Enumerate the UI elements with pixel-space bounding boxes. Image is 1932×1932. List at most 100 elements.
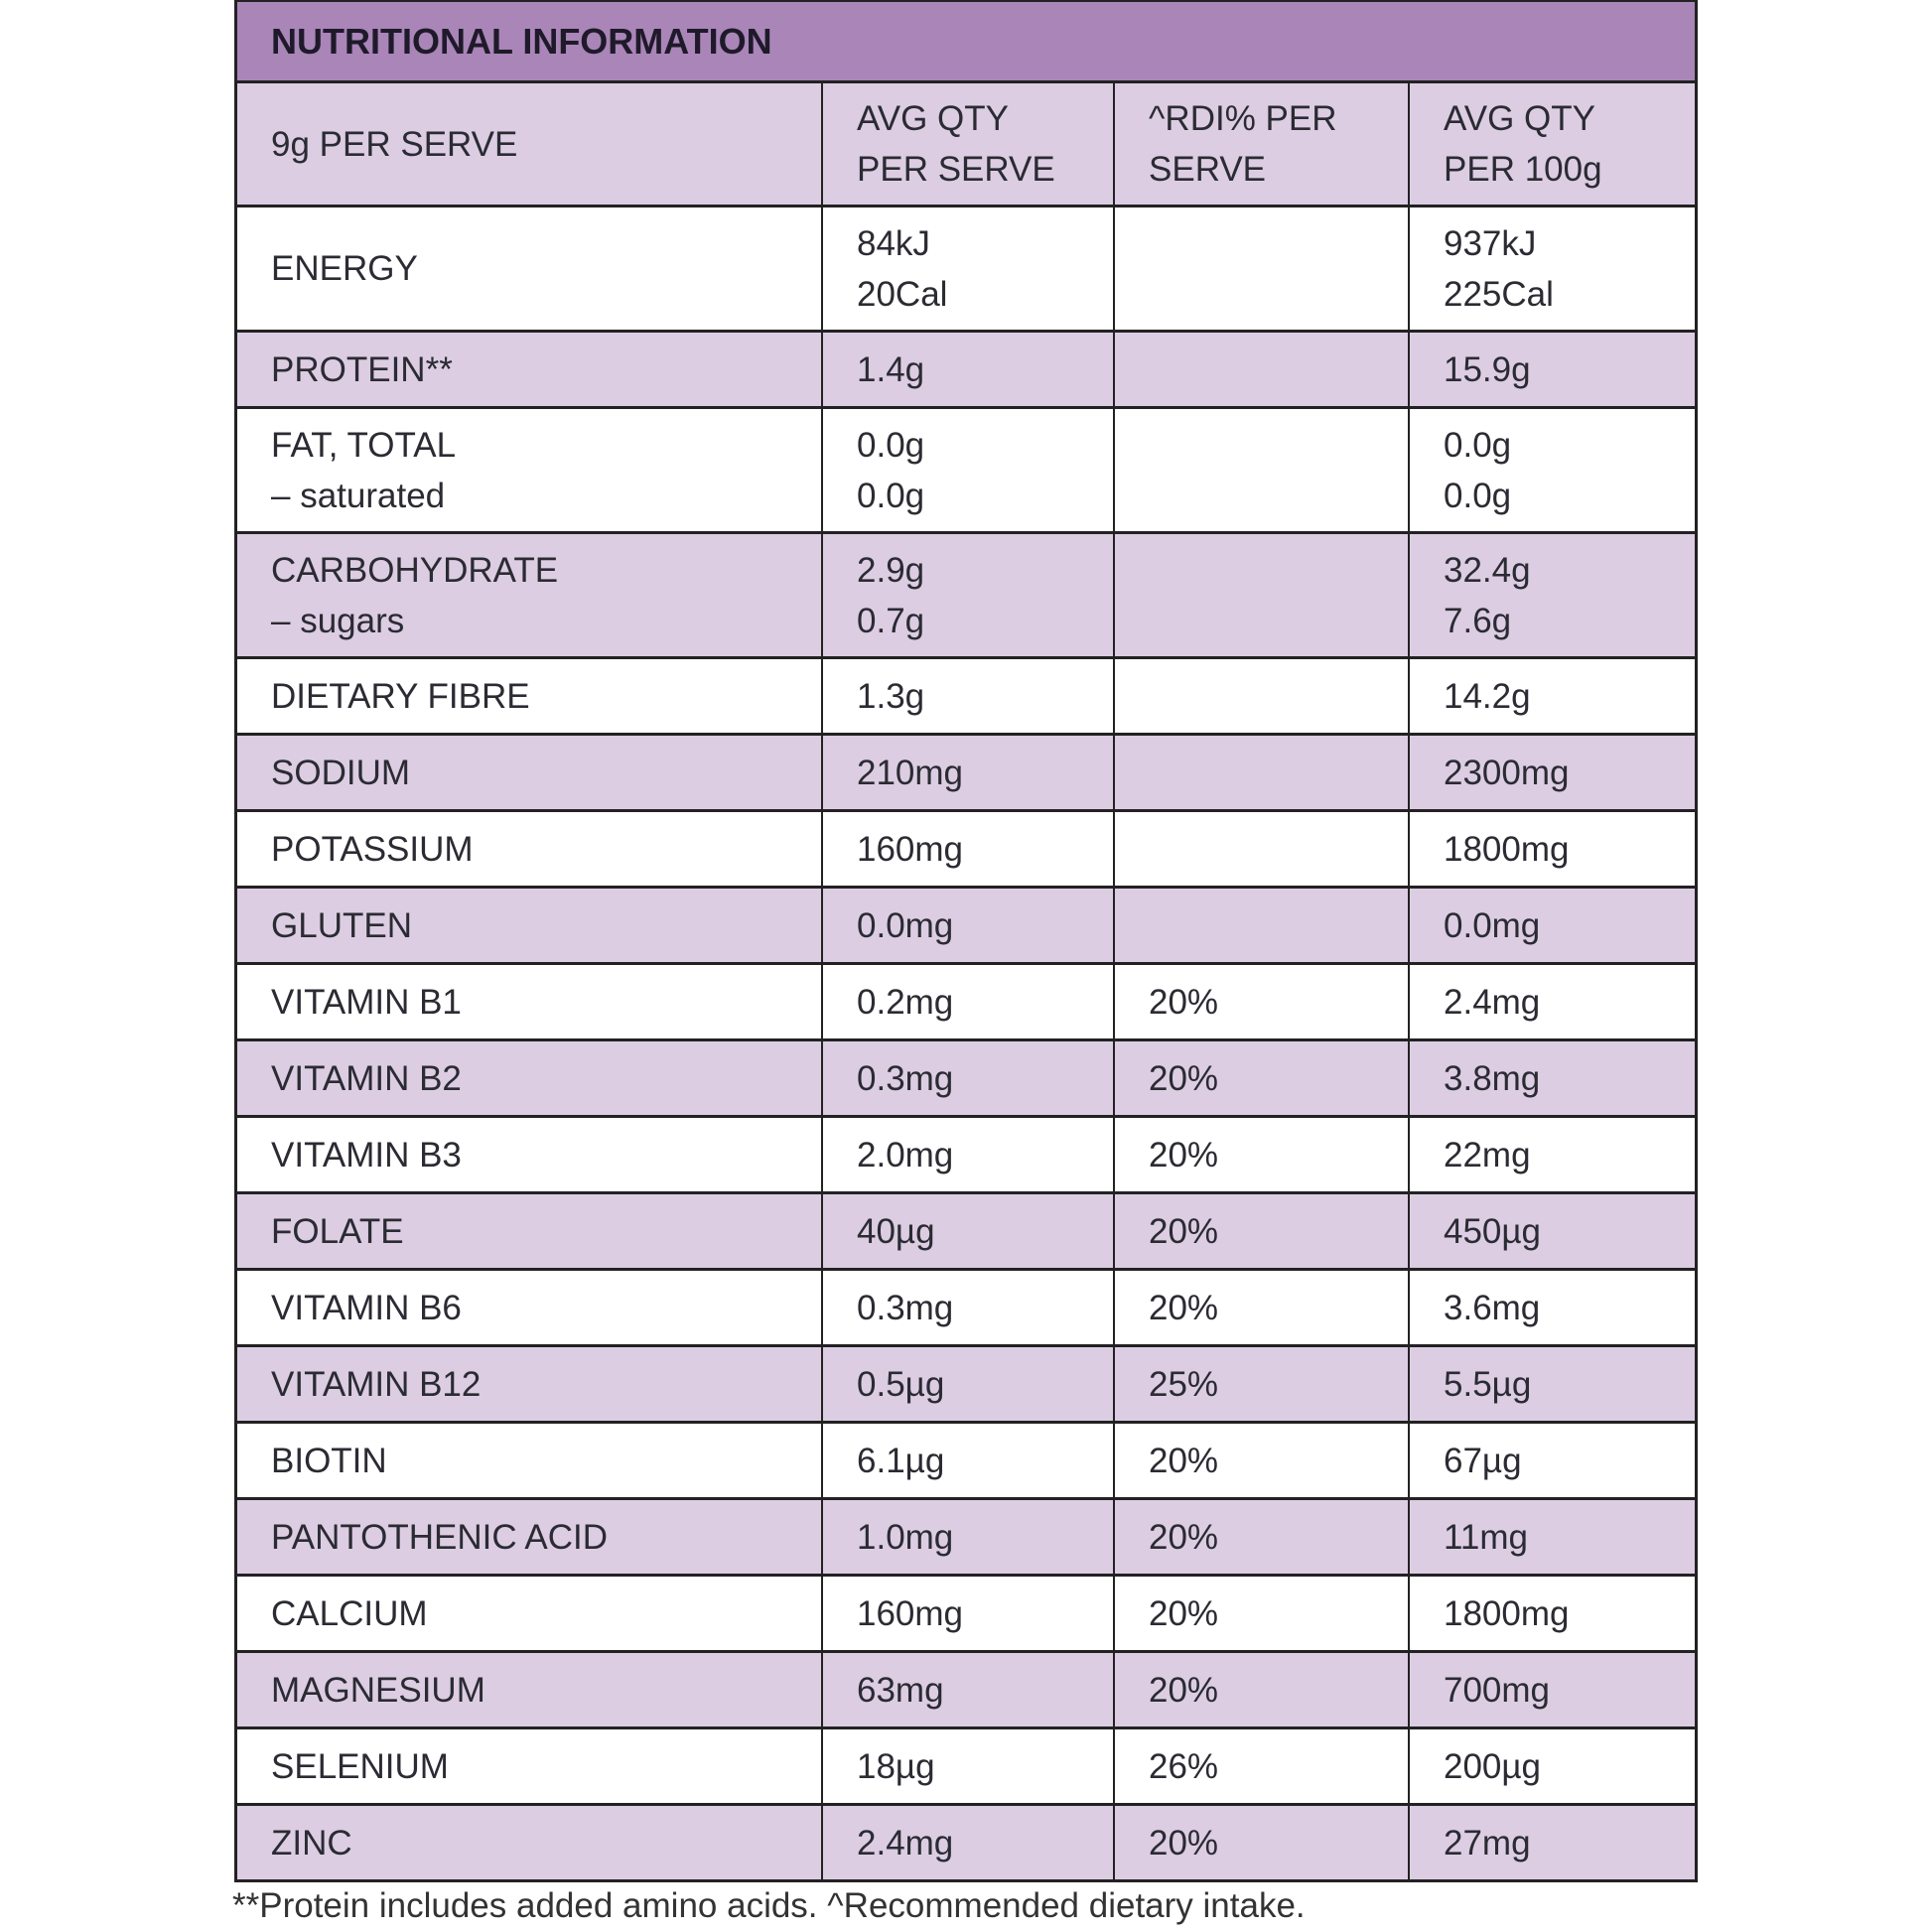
table-row: ENERGY 84kJ 20Cal 937kJ 225Cal [237,207,1695,333]
avg-qty-per-serve: 1.4g [821,333,1113,406]
rdi-percent: 20% [1113,1194,1408,1268]
nutrient-name: POTASSIUM [271,829,474,869]
table-title: NUTRITIONAL INFORMATION [237,2,1695,83]
rdi-percent [1113,534,1408,656]
table-row: FOLATE 40µg 20% 450µg [237,1194,1695,1271]
table-row: SELENIUM 18µg 26% 200µg [237,1729,1695,1806]
nutrient-name: BIOTIN [271,1441,387,1480]
rdi-percent: 20% [1113,1806,1408,1879]
nutrient-name: DIETARY FIBRE [271,676,530,716]
avg-qty-per-serve: 0.0mg [821,889,1113,962]
avg-qty-per-serve: 84kJ 20Cal [821,207,1113,330]
nutrient-name: VITAMIN B2 [271,1058,462,1098]
avg-qty-per-100g: 1800mg [1408,812,1695,886]
avg-qty-per-serve: 1.3g [821,659,1113,733]
avg-qty-per-100g: 5.5µg [1408,1347,1695,1421]
avg-qty-per-100g: 32.4g 7.6g [1408,534,1695,656]
avg-qty-per-100g: 11mg [1408,1500,1695,1574]
avg-qty-per-100g: 3.8mg [1408,1041,1695,1115]
avg-qty-per-serve: 210mg [821,736,1113,809]
nutrient-name: FAT, TOTAL – saturated [271,425,457,515]
nutrient-name: PROTEIN** [271,349,453,389]
avg-qty-per-100g: 0.0g 0.0g [1408,409,1695,531]
rdi-percent [1113,207,1408,330]
nutrient-name: VITAMIN B6 [271,1288,462,1327]
nutrient-name: SELENIUM [271,1746,449,1786]
table-row: CALCIUM 160mg 20% 1800mg [237,1577,1695,1653]
table-row: VITAMIN B3 2.0mg 20% 22mg [237,1118,1695,1194]
nutrient-name: CARBOHYDRATE – sugars [271,550,559,640]
avg-qty-per-100g: 937kJ 225Cal [1408,207,1695,330]
avg-qty-per-serve: 40µg [821,1194,1113,1268]
avg-qty-per-100g: 2300mg [1408,736,1695,809]
rdi-percent [1113,736,1408,809]
avg-qty-per-100g: 27mg [1408,1806,1695,1879]
avg-qty-per-serve: 0.3mg [821,1041,1113,1115]
rdi-percent [1113,333,1408,406]
table-row: VITAMIN B2 0.3mg 20% 3.8mg [237,1041,1695,1118]
nutrition-table: NUTRITIONAL INFORMATION 9g PER SERVE AVG … [234,0,1698,1882]
nutrient-name: VITAMIN B12 [271,1364,482,1404]
avg-qty-per-100g: 2.4mg [1408,965,1695,1038]
rdi-percent: 20% [1113,1271,1408,1344]
nutrient-name: ZINC [271,1823,352,1863]
rdi-percent: 20% [1113,1577,1408,1650]
rdi-percent: 20% [1113,1041,1408,1115]
footnote: **Protein includes added amino acids. ^R… [232,1886,1306,1925]
avg-qty-per-100g: 67µg [1408,1424,1695,1497]
avg-qty-per-serve: 18µg [821,1729,1113,1803]
avg-qty-per-100g: 22mg [1408,1118,1695,1191]
rdi-percent [1113,889,1408,962]
table-row: VITAMIN B1 0.2mg 20% 2.4mg [237,965,1695,1041]
avg-qty-per-serve: 1.0mg [821,1500,1113,1574]
nutrient-name: VITAMIN B3 [271,1135,462,1174]
nutrient-name: FOLATE [271,1211,404,1251]
nutrient-name: SODIUM [271,753,410,792]
nutrient-name: GLUTEN [271,905,412,945]
table-row: FAT, TOTAL – saturated 0.0g 0.0g 0.0g 0.0g [237,409,1695,534]
nutrient-name: ENERGY [271,249,418,288]
avg-qty-per-serve: 160mg [821,812,1113,886]
avg-qty-per-serve: 160mg [821,1577,1113,1650]
avg-qty-per-serve: 0.3mg [821,1271,1113,1344]
table-row: VITAMIN B12 0.5µg 25% 5.5µg [237,1347,1695,1424]
table-row: PROTEIN** 1.4g 15.9g [237,333,1695,409]
rdi-percent: 20% [1113,1653,1408,1726]
table-row: CARBOHYDRATE – sugars 2.9g 0.7g 32.4g 7.6g [237,534,1695,659]
table-row: BIOTIN 6.1µg 20% 67µg [237,1424,1695,1500]
avg-qty-per-100g: 0.0mg [1408,889,1695,962]
rdi-percent: 20% [1113,965,1408,1038]
avg-qty-per-serve: 6.1µg [821,1424,1113,1497]
avg-qty-per-100g: 1800mg [1408,1577,1695,1650]
rdi-percent: 26% [1113,1729,1408,1803]
header-avg-per-100g: AVG QTY PER 100g [1408,83,1695,205]
avg-qty-per-serve: 0.0g 0.0g [821,409,1113,531]
avg-qty-per-serve: 63mg [821,1653,1113,1726]
avg-qty-per-serve: 0.5µg [821,1347,1113,1421]
avg-qty-per-100g: 14.2g [1408,659,1695,733]
avg-qty-per-serve: 2.9g 0.7g [821,534,1113,656]
rdi-percent [1113,659,1408,733]
table-row: GLUTEN 0.0mg 0.0mg [237,889,1695,965]
rdi-percent [1113,409,1408,531]
avg-qty-per-100g: 700mg [1408,1653,1695,1726]
header-avg-per-serve: AVG QTY PER SERVE [821,83,1113,205]
table-row: PANTOTHENIC ACID 1.0mg 20% 11mg [237,1500,1695,1577]
avg-qty-per-100g: 15.9g [1408,333,1695,406]
avg-qty-per-serve: 2.0mg [821,1118,1113,1191]
table-row: ZINC 2.4mg 20% 27mg [237,1806,1695,1879]
nutrient-name: VITAMIN B1 [271,982,462,1022]
nutrient-name: PANTOTHENIC ACID [271,1517,609,1557]
table-row: POTASSIUM 160mg 1800mg [237,812,1695,889]
header-serve-size: 9g PER SERVE [271,124,518,164]
rdi-percent: 20% [1113,1500,1408,1574]
header-row: 9g PER SERVE AVG QTY PER SERVE ^RDI% PER SER… [237,83,1695,207]
header-rdi: ^RDI% PER SERVE [1113,83,1408,205]
nutrient-name: MAGNESIUM [271,1670,485,1710]
avg-qty-per-serve: 2.4mg [821,1806,1113,1879]
table-row: DIETARY FIBRE 1.3g 14.2g [237,659,1695,736]
avg-qty-per-100g: 3.6mg [1408,1271,1695,1344]
nutrient-name: CALCIUM [271,1593,428,1633]
avg-qty-per-100g: 450µg [1408,1194,1695,1268]
table-row: VITAMIN B6 0.3mg 20% 3.6mg [237,1271,1695,1347]
